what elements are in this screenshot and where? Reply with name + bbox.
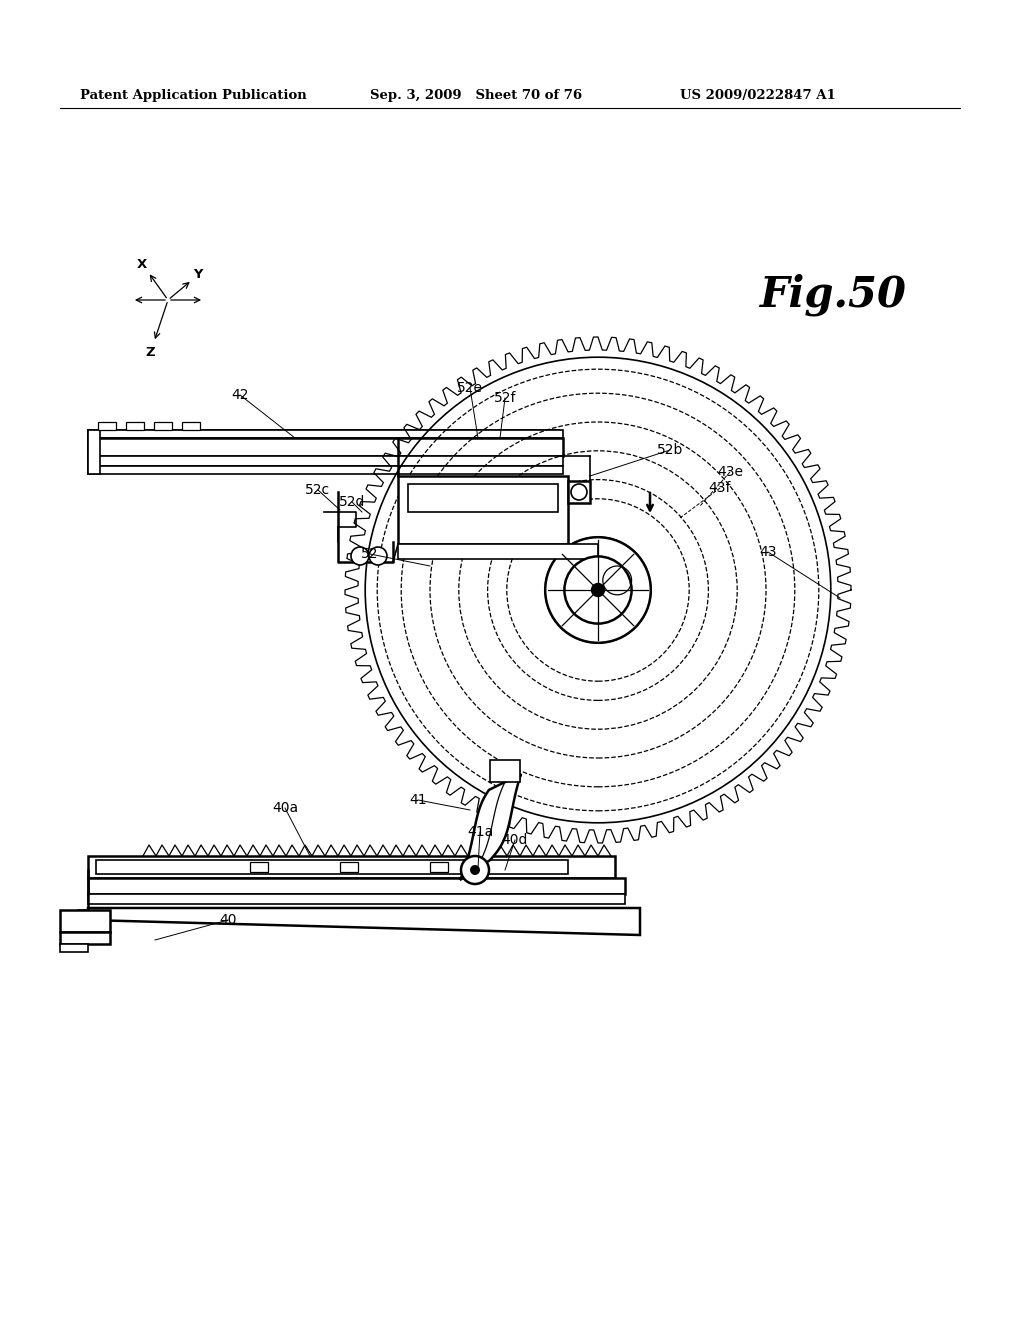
Text: 43: 43: [759, 545, 777, 558]
Text: Patent Application Publication: Patent Application Publication: [80, 88, 307, 102]
Circle shape: [461, 855, 489, 884]
Bar: [88, 430, 563, 438]
Bar: [340, 862, 358, 873]
Bar: [398, 477, 568, 544]
Text: 42: 42: [231, 388, 249, 403]
Bar: [408, 484, 558, 512]
Text: 52e: 52e: [457, 381, 483, 395]
Bar: [88, 455, 563, 466]
Text: Y: Y: [194, 268, 203, 281]
Bar: [60, 909, 110, 932]
Bar: [250, 862, 268, 873]
Bar: [430, 862, 449, 873]
Bar: [98, 422, 116, 430]
Circle shape: [591, 583, 605, 597]
Text: 40a: 40a: [272, 801, 298, 814]
Text: 40: 40: [219, 913, 237, 927]
Bar: [490, 760, 520, 781]
Text: X: X: [137, 257, 147, 271]
Circle shape: [571, 484, 587, 500]
Bar: [60, 944, 88, 952]
Bar: [88, 430, 100, 474]
Bar: [398, 544, 598, 558]
Bar: [182, 422, 200, 430]
Bar: [126, 422, 144, 430]
Text: Z: Z: [145, 346, 155, 359]
Circle shape: [564, 557, 632, 623]
Bar: [88, 855, 615, 878]
Bar: [88, 894, 625, 904]
Bar: [60, 932, 110, 944]
Circle shape: [470, 865, 480, 875]
Circle shape: [369, 546, 387, 565]
Text: 43f: 43f: [709, 480, 731, 495]
Bar: [88, 878, 625, 894]
Text: Sep. 3, 2009   Sheet 70 of 76: Sep. 3, 2009 Sheet 70 of 76: [370, 88, 582, 102]
Polygon shape: [88, 908, 640, 935]
Bar: [88, 430, 558, 455]
Text: 41a: 41a: [467, 825, 494, 840]
Text: 52b: 52b: [656, 444, 683, 457]
Circle shape: [545, 537, 651, 643]
Polygon shape: [460, 774, 521, 880]
Text: US 2009/0222847 A1: US 2009/0222847 A1: [680, 88, 836, 102]
Text: 43e: 43e: [717, 465, 743, 479]
Text: 52d: 52d: [339, 495, 366, 510]
Text: 52f: 52f: [494, 391, 516, 405]
Text: 52: 52: [361, 546, 379, 561]
Text: 41: 41: [410, 793, 427, 807]
Bar: [96, 861, 568, 874]
Bar: [154, 422, 172, 430]
Text: 52c: 52c: [305, 483, 331, 498]
Circle shape: [351, 546, 369, 565]
Bar: [88, 438, 563, 455]
Text: 40d: 40d: [502, 833, 528, 847]
Bar: [88, 466, 563, 474]
Bar: [568, 480, 590, 503]
Text: Fig.50: Fig.50: [760, 273, 907, 317]
